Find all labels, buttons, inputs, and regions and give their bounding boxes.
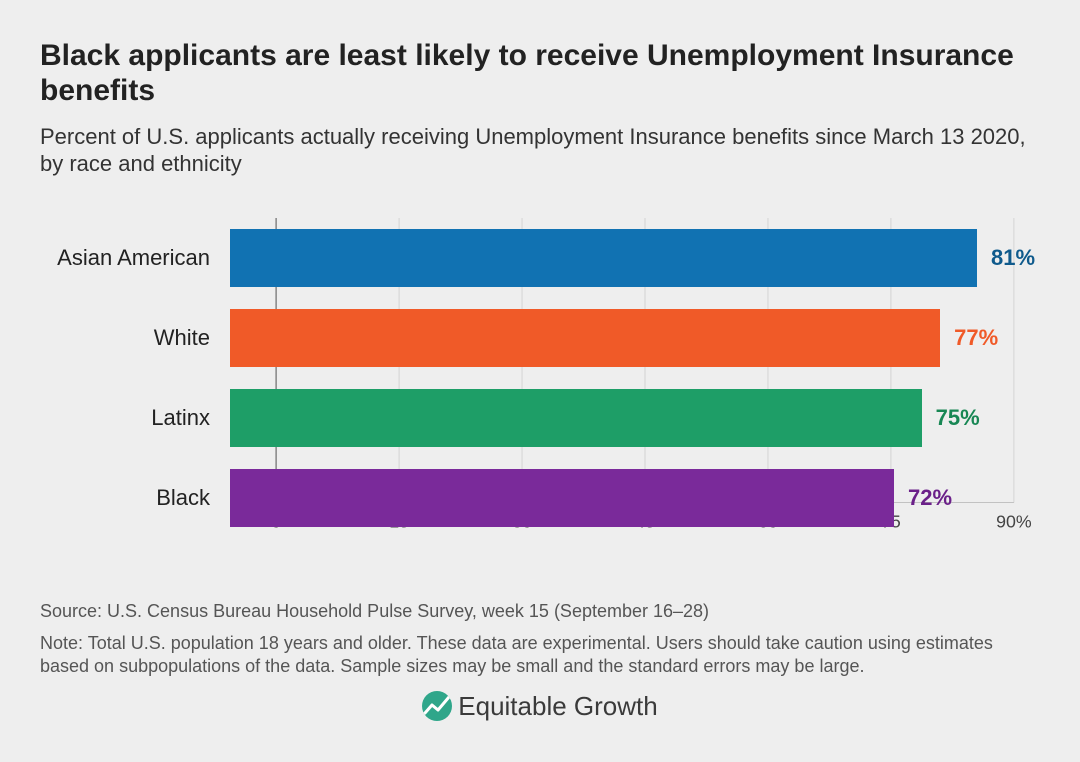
brand-name: Equitable Growth <box>458 691 657 721</box>
category-label: Latinx <box>30 405 210 431</box>
category-labels: Asian AmericanWhiteLatinxBlack <box>40 218 220 538</box>
note-text: Note: Total U.S. population 18 years and… <box>40 632 1040 677</box>
bar <box>230 469 894 527</box>
bar <box>230 229 977 287</box>
growth-chart-icon <box>422 691 452 721</box>
value-label: 81% <box>991 245 1035 271</box>
category-label: Black <box>30 485 210 511</box>
value-label: 77% <box>954 325 998 351</box>
bar <box>230 309 940 367</box>
value-label: 72% <box>908 485 952 511</box>
value-label: 75% <box>936 405 980 431</box>
bars-layer: 81% 77% 75% 72% <box>230 218 1060 538</box>
brand-logo: Equitable Growth <box>40 691 1040 722</box>
chart-title: Black applicants are least likely to rec… <box>40 38 1040 109</box>
source-text: Source: U.S. Census Bureau Household Pul… <box>40 600 1040 623</box>
chart-subtitle: Percent of U.S. applicants actually rece… <box>40 123 1040 178</box>
bar <box>230 389 922 447</box>
category-label: Asian American <box>30 245 210 271</box>
bar-chart: 0153045607590% Asian AmericanWhiteLatinx… <box>230 208 1060 578</box>
category-label: White <box>30 325 210 351</box>
